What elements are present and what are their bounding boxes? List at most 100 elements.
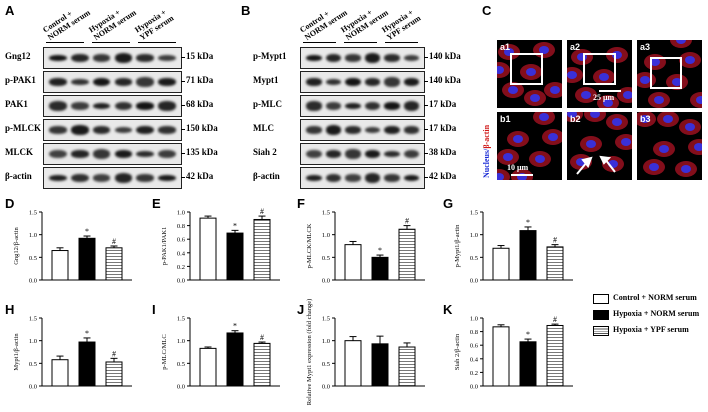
panel-label-f: F: [297, 196, 305, 211]
blot-band: [345, 77, 361, 87]
y-axis-label: Mypt1/β-actin: [13, 333, 20, 371]
blot-band: [325, 125, 341, 135]
blot-band: [49, 54, 67, 62]
blot-kda-label: 140 kDa: [429, 51, 461, 61]
blot-kda-label: 17 kDa: [429, 99, 457, 109]
blot-strip: [300, 119, 425, 141]
blot-kda-label: 42 kDa: [429, 171, 457, 181]
blot-band: [158, 174, 176, 182]
bar: [199, 217, 217, 281]
panel-label-k: K: [443, 302, 453, 317]
blot-strip: [43, 143, 182, 165]
micrograph-side-label: Nucleus/β-actin: [482, 125, 491, 178]
legend-label-control: Control + NORM serum: [613, 293, 697, 302]
blot-band: [403, 54, 419, 62]
y-tick-label: 1.5: [470, 210, 478, 217]
bar: [546, 246, 564, 281]
significance-mark: #: [260, 333, 264, 342]
blot-band: [306, 174, 322, 182]
y-tick-label: 0.0: [322, 384, 330, 391]
y-tick-label: 1.0: [29, 232, 37, 239]
blot-kda-label: 150 kDa: [186, 123, 218, 133]
blot-band: [158, 149, 176, 159]
scale-bar-bottom: [511, 174, 533, 176]
significance-mark: *: [378, 246, 382, 255]
blot-row-label: Gng12: [5, 51, 31, 61]
kda-tick: [181, 57, 185, 58]
condition-label: Control + NORM serum: [41, 0, 92, 42]
bar: [253, 342, 271, 387]
micrograph-b2: b2: [567, 112, 632, 180]
blot-band: [49, 174, 67, 182]
y-tick-label: 0.0: [29, 278, 37, 285]
blot-band: [49, 126, 67, 134]
bar: [344, 244, 362, 281]
blot-kda-label: 140 kDa: [429, 75, 461, 85]
blot-band: [306, 78, 322, 86]
condition-line: [303, 42, 336, 43]
blot-band: [364, 101, 380, 111]
blot-band: [136, 54, 155, 62]
blot-band: [403, 78, 419, 86]
blot-band: [158, 126, 176, 134]
blot-strip: [300, 71, 425, 93]
y-tick-label: 0.6: [177, 237, 186, 244]
blot-band: [325, 150, 341, 158]
bar: [371, 256, 389, 281]
blot-band: [364, 126, 380, 134]
y-tick-label: 0.5: [29, 255, 37, 262]
panel-label-c: C: [482, 3, 492, 18]
blot-row-label: β-actin: [5, 171, 32, 181]
blot-band: [70, 102, 89, 110]
blot-strip: [43, 47, 182, 69]
cell-image-b3: [637, 112, 702, 177]
kda-tick: [424, 57, 428, 58]
blot-band: [306, 126, 322, 134]
y-tick-label: 0.5: [29, 361, 37, 368]
blot-kda-label: 68 kDa: [186, 99, 214, 109]
legend-label-hypoxia-ypf: Hypoxia + YPF serum: [613, 325, 689, 334]
blot-row-label: Siah 2: [253, 147, 277, 157]
blot-band: [114, 101, 133, 111]
blot-band: [114, 53, 133, 63]
blot-band: [306, 54, 322, 62]
y-tick-label: 0.8: [470, 329, 478, 336]
kda-tick: [181, 105, 185, 106]
bar: [199, 347, 217, 387]
y-tick-label: 0.4: [470, 356, 479, 363]
micrograph-label-a1: a1: [500, 42, 511, 52]
kda-tick: [424, 177, 428, 178]
legend-swatch-white: [593, 294, 609, 304]
blot-band: [384, 125, 400, 135]
panel-label-j: J: [297, 302, 305, 317]
kda-tick: [424, 153, 428, 154]
condition-line: [92, 42, 130, 43]
micrograph-label-a2: a2: [570, 42, 581, 52]
blot-kda-label: 71 kDa: [186, 75, 214, 85]
micrograph-label-b3: b3: [640, 114, 651, 124]
blot-band: [114, 150, 133, 158]
scale-bar-top: [599, 90, 621, 92]
condition-line: [385, 42, 418, 43]
panel-label-e: E: [152, 196, 161, 211]
micrograph-a3: a3: [637, 40, 702, 108]
blot-row-label: PAK1: [5, 99, 28, 109]
y-tick-label: 1.5: [29, 210, 37, 217]
scale-label-bottom: 10 μm: [507, 163, 529, 172]
panel-label-g: G: [443, 196, 454, 211]
blot-band: [403, 126, 419, 134]
bar: [546, 324, 564, 387]
blot-band: [49, 101, 67, 111]
kda-tick: [181, 153, 185, 154]
blot-band: [345, 102, 361, 110]
blot-row-label: p-Mypt1: [253, 51, 287, 61]
bar: [519, 230, 537, 281]
kda-tick: [181, 81, 185, 82]
micrograph-b1: b1 10 μm: [497, 112, 562, 180]
arrowhead-left-icon: [581, 156, 593, 168]
bar: [519, 341, 537, 387]
blot-band: [364, 150, 380, 158]
micrograph-label-b2: b2: [570, 114, 581, 124]
y-tick-label: 0.0: [177, 278, 185, 285]
y-tick-label: 0.0: [322, 278, 330, 285]
